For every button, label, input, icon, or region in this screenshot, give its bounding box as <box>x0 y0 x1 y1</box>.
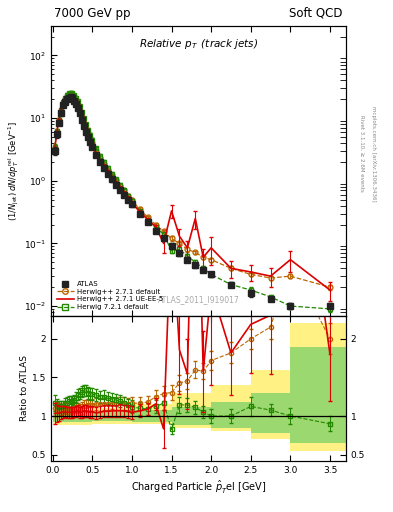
Text: Relative $p_T\,$ (track jets): Relative $p_T\,$ (track jets) <box>139 37 258 51</box>
Legend: ATLAS, Herwig++ 2.7.1 default, Herwig++ 2.7.1 UE-EE-5, Herwig 7.2.1 default: ATLAS, Herwig++ 2.7.1 default, Herwig++ … <box>54 278 166 313</box>
Text: 7000 GeV pp: 7000 GeV pp <box>54 7 130 20</box>
Text: Rivet 3.1.10, ≥ 2.6M events: Rivet 3.1.10, ≥ 2.6M events <box>360 115 365 192</box>
Text: Soft QCD: Soft QCD <box>289 7 343 20</box>
Text: mcplots.cern.ch [arXiv:1306.3436]: mcplots.cern.ch [arXiv:1306.3436] <box>371 106 376 201</box>
X-axis label: Charged Particle $\hat{p}_T^{\,}\mathrm{el}$ [GeV]: Charged Particle $\hat{p}_T^{\,}\mathrm{… <box>130 479 266 496</box>
Y-axis label: $(1/N_\mathrm{jet})\,dN/dp_T^\mathrm{rel}\ [\mathrm{GeV}^{-1}]$: $(1/N_\mathrm{jet})\,dN/dp_T^\mathrm{rel… <box>7 120 21 221</box>
Y-axis label: Ratio to ATLAS: Ratio to ATLAS <box>20 355 29 421</box>
Text: ATLAS_2011_I919017: ATLAS_2011_I919017 <box>158 295 239 304</box>
